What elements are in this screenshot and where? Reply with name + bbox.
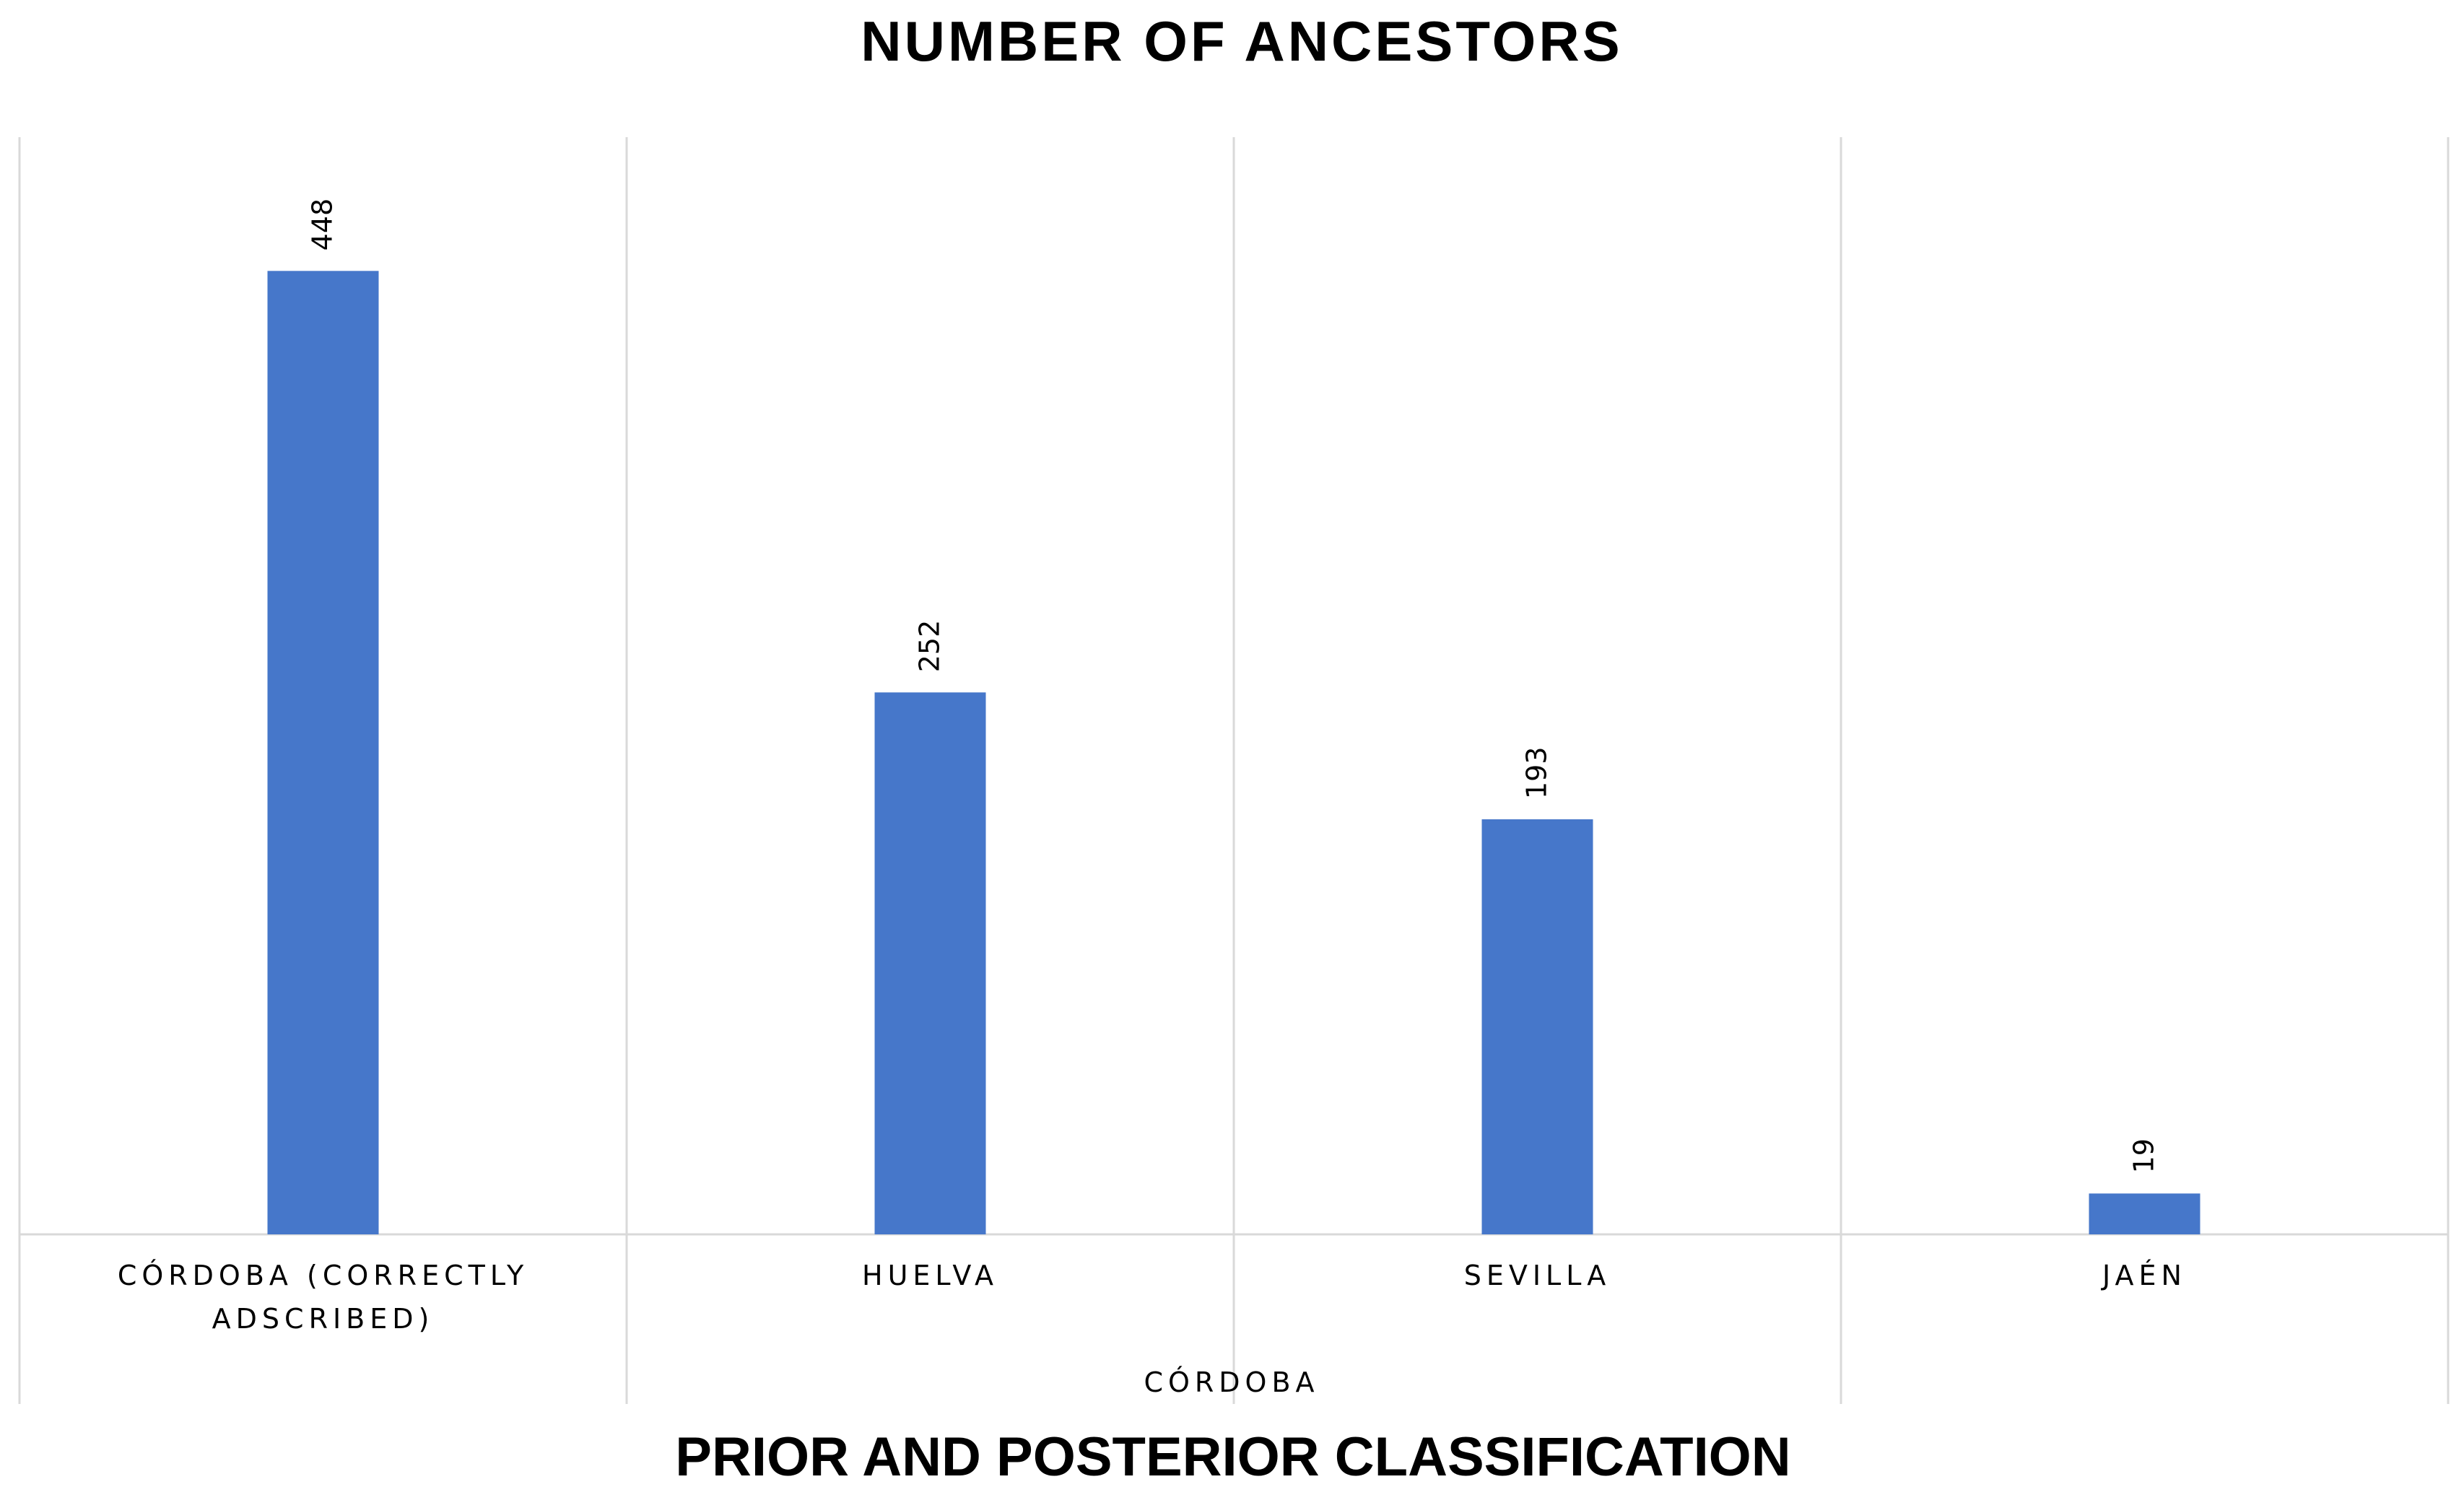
data-labels: 448 252 193 19 bbox=[307, 199, 2160, 1174]
category-tick-label: ADSCRIBED) bbox=[212, 1303, 435, 1335]
category-tick-label: CÓRDOBA (CORRECTLY bbox=[118, 1260, 528, 1291]
bar bbox=[267, 271, 379, 1235]
x-axis-title: PRIOR AND POSTERIOR CLASSIFICATION bbox=[675, 1426, 1790, 1488]
data-label: 19 bbox=[2128, 1138, 2160, 1173]
data-label: 252 bbox=[914, 620, 946, 673]
bar bbox=[874, 692, 986, 1234]
category-tick-label: SEVILLA bbox=[1464, 1260, 1611, 1291]
data-label: 448 bbox=[307, 199, 339, 251]
group-label: CÓRDOBA bbox=[1144, 1366, 1319, 1398]
bar bbox=[2089, 1193, 2200, 1234]
data-label: 193 bbox=[1521, 746, 1553, 799]
category-tick-labels: CÓRDOBA (CORRECTLY ADSCRIBED) HUELVA SEVILL… bbox=[118, 1260, 2187, 1335]
grid-lines bbox=[18, 137, 2450, 1404]
category-tick-label: HUELVA bbox=[862, 1260, 998, 1291]
category-tick-label: JAÉN bbox=[2101, 1260, 2187, 1291]
bar bbox=[1481, 819, 1593, 1234]
bars bbox=[267, 271, 2200, 1235]
chart-title: NUMBER OF ANCESTORS bbox=[861, 9, 1622, 73]
